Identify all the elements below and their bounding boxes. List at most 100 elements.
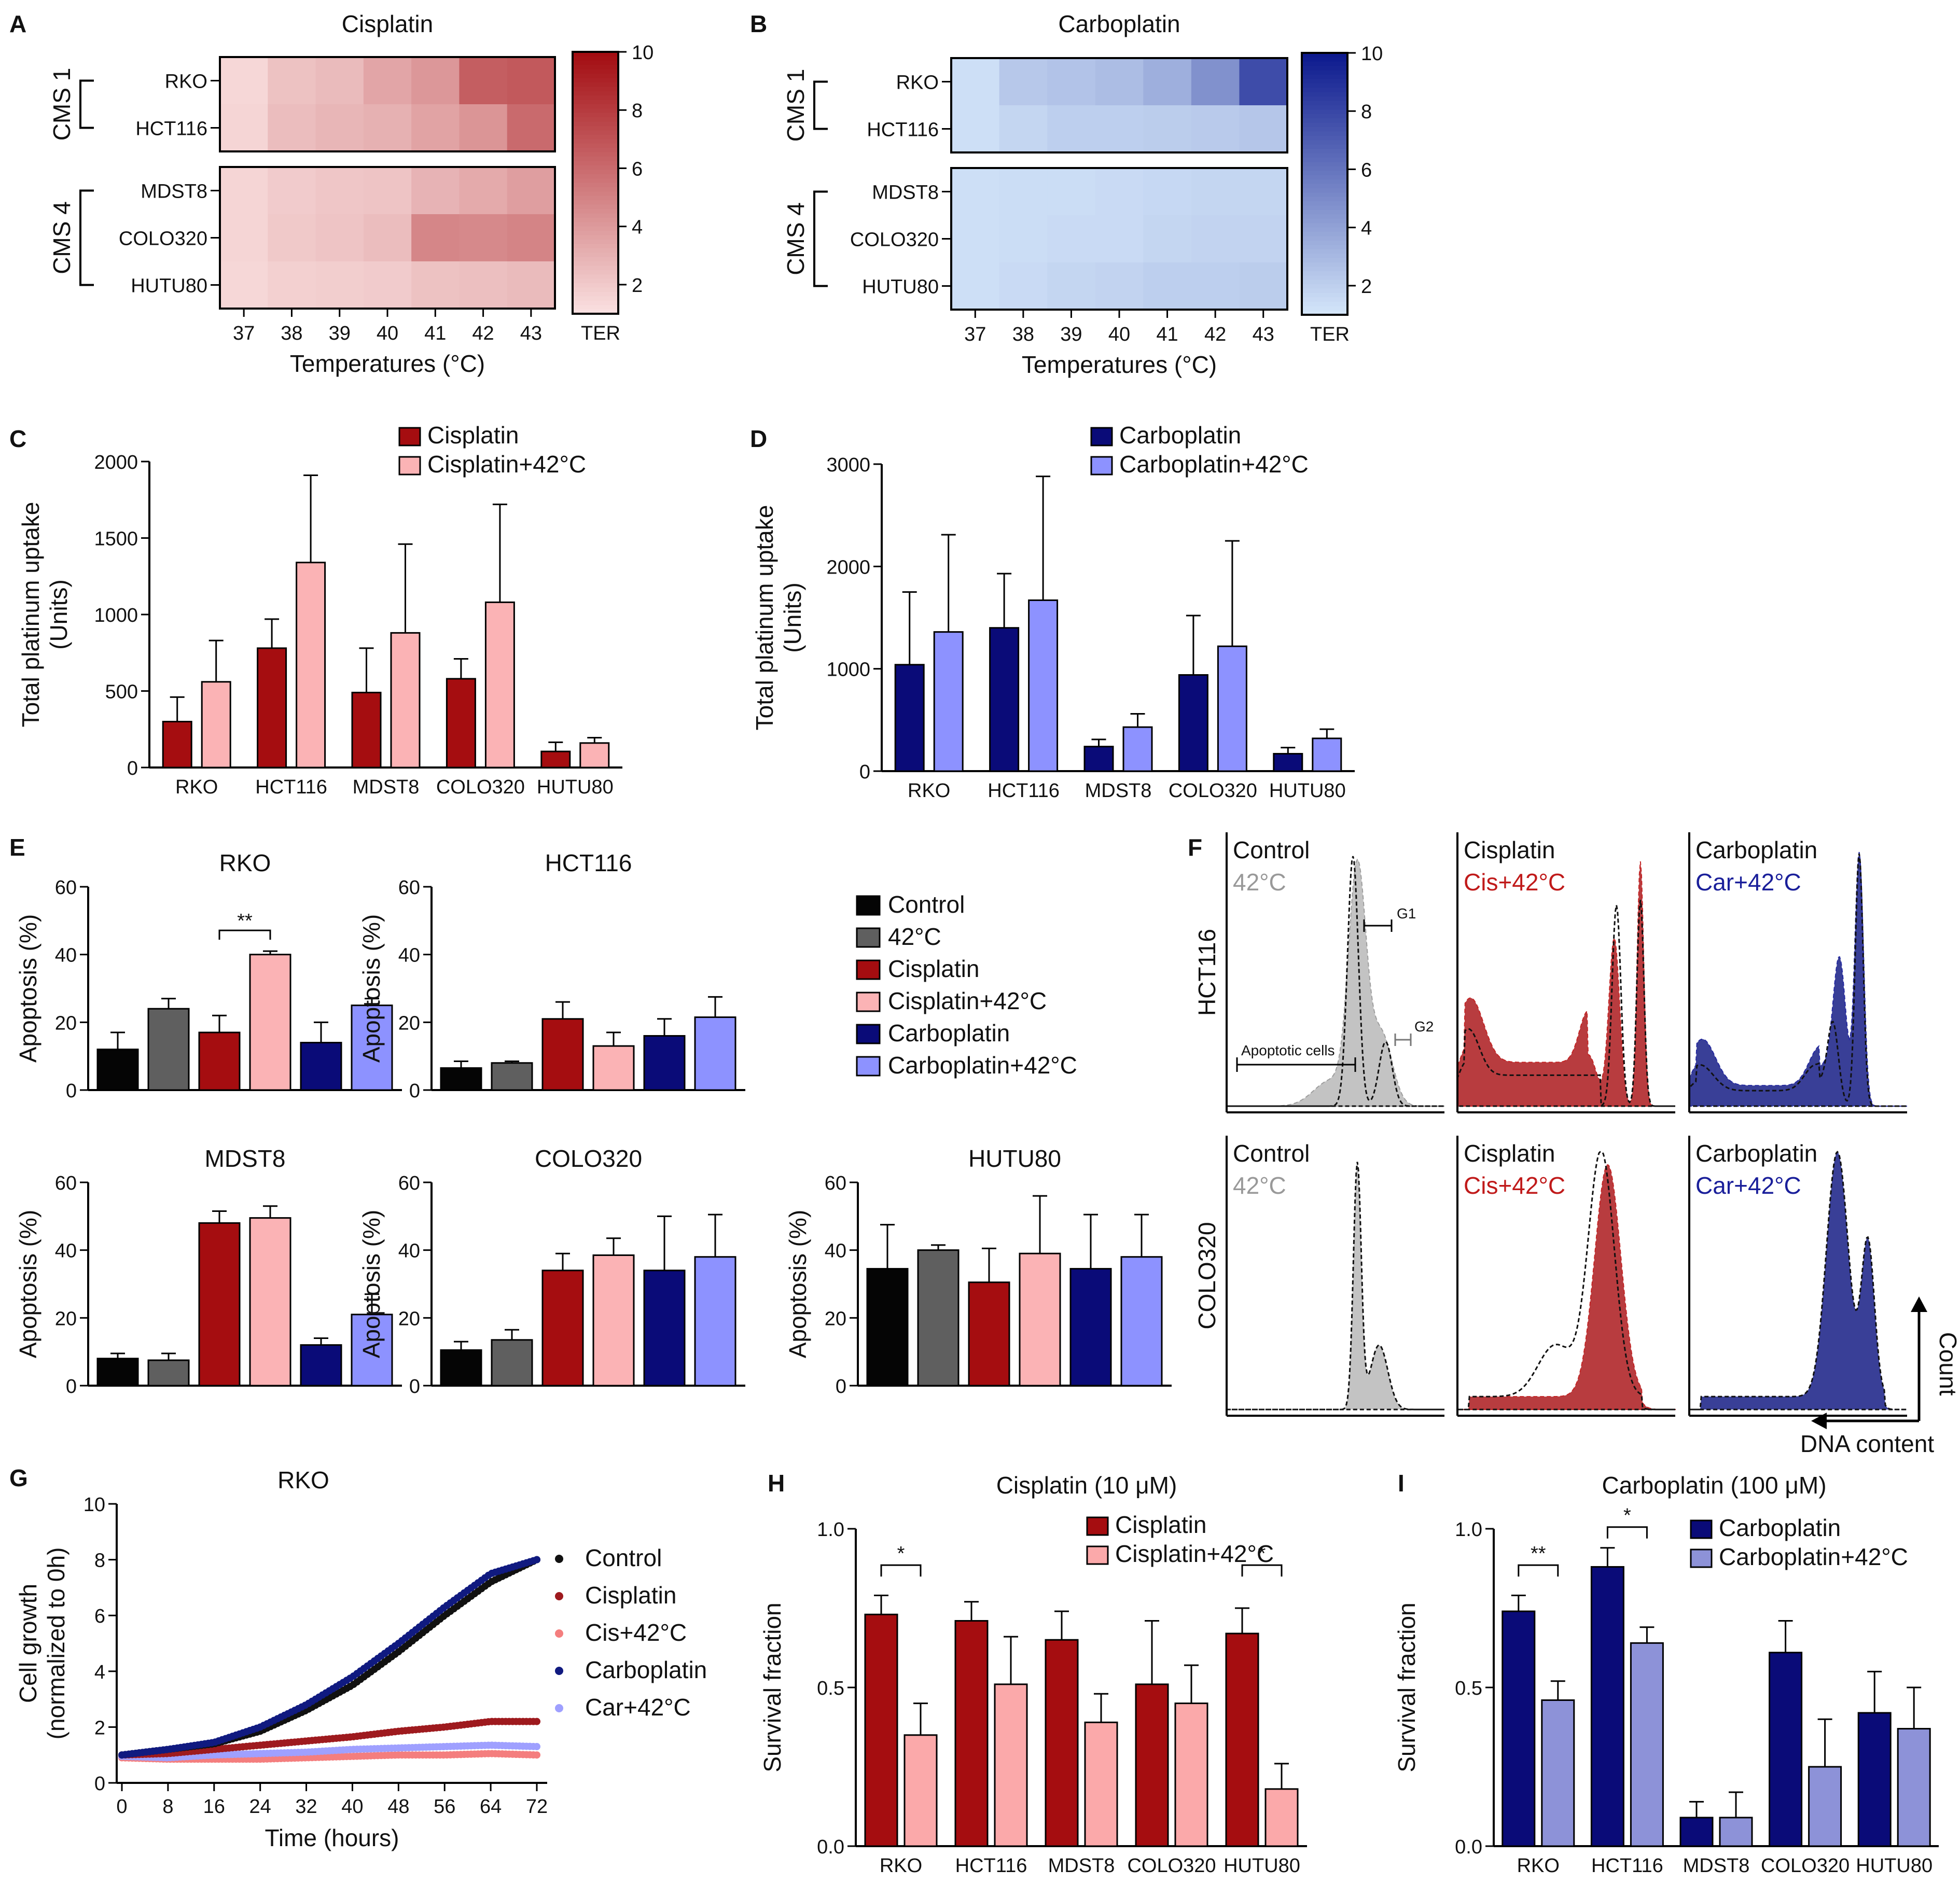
- y-tick-label: 0: [409, 1080, 420, 1102]
- legend-label: Cisplatin+42°C: [427, 451, 586, 478]
- scale-swatch: [1302, 57, 1347, 62]
- heatmap-cell: [363, 167, 412, 215]
- significance-mark: *: [1258, 1543, 1266, 1565]
- legend-label: 42°C: [888, 923, 941, 950]
- scale-swatch: [1302, 175, 1347, 180]
- legend-label: Carboplatin: [888, 1020, 1010, 1046]
- scale-swatch: [1302, 158, 1347, 163]
- bar: [1590, 1566, 1624, 1847]
- histogram-outline: [1689, 1150, 1907, 1411]
- scale-swatch: [573, 204, 618, 210]
- subpanel-title: HCT116: [545, 849, 632, 876]
- bar: [147, 1008, 190, 1091]
- scale-swatch: [1302, 262, 1347, 268]
- scale-swatch: [573, 196, 618, 201]
- group-label: CMS 1: [48, 68, 75, 141]
- count-label: Count: [1935, 1332, 1960, 1396]
- bar: [300, 1042, 342, 1091]
- legend-marker: [555, 1667, 563, 1675]
- scale-swatch: [573, 296, 618, 301]
- bar: [1178, 674, 1208, 772]
- y-axis-label: Apoptosis (%): [15, 1210, 41, 1358]
- scale-swatch: [1302, 75, 1347, 80]
- heatmap-title: Cisplatin: [342, 10, 433, 37]
- g1-gate: [1363, 919, 1393, 932]
- panel-label: E: [9, 834, 25, 861]
- y-axis-label: Apoptosis (%): [784, 1210, 811, 1358]
- scale-swatch: [1302, 197, 1347, 202]
- bar: [201, 681, 231, 769]
- scale-swatch: [573, 139, 618, 144]
- bar: [643, 1269, 686, 1387]
- scale-swatch: [573, 95, 618, 101]
- bar: [994, 1683, 1028, 1847]
- y-tick-label: 60: [55, 877, 77, 899]
- chart-title: Cisplatin (10 μM): [996, 1472, 1177, 1499]
- y-tick-label: 1000: [94, 605, 138, 626]
- apoptosis-subpanel: HUTU80 0 20 40 60 Apoptosis (%): [784, 1145, 1172, 1398]
- heatmap-cell: [1047, 105, 1096, 153]
- legend-swatch: [1690, 1548, 1713, 1568]
- scale-swatch: [573, 235, 618, 240]
- bar: [1019, 1252, 1061, 1387]
- scale-swatch: [1302, 223, 1347, 228]
- bar: [1857, 1712, 1892, 1847]
- heatmap-cell: [1239, 215, 1288, 263]
- scale-swatch: [1302, 254, 1347, 259]
- y-tick-label: 2000: [826, 556, 870, 578]
- scale-swatch: [1302, 232, 1347, 237]
- scale-swatch: [573, 200, 618, 205]
- heatmap-title: Carboplatin: [1058, 10, 1180, 37]
- legend-label: Cisplatin+42°C: [1115, 1540, 1274, 1567]
- heatmap-cell: [220, 57, 268, 105]
- y-tick-label: 40: [398, 945, 420, 967]
- col-label: 37: [964, 324, 986, 345]
- bar: [1312, 737, 1342, 772]
- bar: [147, 1359, 190, 1387]
- scale-swatch: [573, 244, 618, 249]
- y-tick-label: 20: [55, 1012, 77, 1034]
- growth-point: [533, 1751, 540, 1759]
- bar: [954, 1620, 989, 1847]
- heatmap-cell: [363, 57, 412, 105]
- apoptosis-subpanel: COLO320 0 20 40 60 Apoptosis (%): [358, 1145, 745, 1398]
- scale-frame: [1301, 52, 1349, 316]
- category-label: COLO320: [436, 776, 525, 798]
- scale-swatch: [1302, 53, 1347, 58]
- scale-swatch: [1302, 83, 1347, 89]
- histogram-subpanel: Control 42°C: [1226, 1136, 1444, 1417]
- scale-swatch: [1302, 162, 1347, 167]
- significance-mark: *: [897, 1543, 905, 1565]
- heatmap-cell: [507, 57, 555, 105]
- bar: [1069, 1268, 1112, 1387]
- scale-swatch: [573, 278, 618, 284]
- heatmap-cell: [315, 104, 364, 152]
- scale-swatch: [573, 261, 618, 267]
- significance-bracket: [1518, 1564, 1559, 1577]
- bar: [894, 664, 925, 772]
- scale-swatch: [1302, 188, 1347, 193]
- histogram-row-label: COLO320: [1193, 1222, 1220, 1329]
- histogram-fill: [1227, 1162, 1444, 1410]
- scale-swatch: [573, 253, 618, 258]
- y-tick-label: 60: [398, 877, 420, 899]
- category-label: RKO: [908, 780, 950, 802]
- y-tick-label: 1000: [826, 659, 870, 681]
- scale-swatch: [1302, 184, 1347, 189]
- histogram-fill: [1457, 1164, 1675, 1410]
- legend-swatch: [398, 456, 421, 476]
- scale-swatch: [573, 266, 618, 271]
- histogram-title: Control: [1233, 1140, 1310, 1167]
- legend-label: Carboplatin+42°C: [1719, 1543, 1908, 1570]
- scale-swatch: [573, 274, 618, 280]
- scale-swatch: [1302, 310, 1347, 315]
- y-tick-label: 60: [55, 1173, 77, 1194]
- scale-swatch: [573, 174, 618, 179]
- scale-swatch: [573, 126, 618, 131]
- y-tick-label: 60: [398, 1173, 420, 1194]
- row-label: MDST8: [141, 181, 207, 203]
- y-tick-label: 0.0: [817, 1836, 844, 1858]
- bar-panel-I: I Carboplatin (100 μM) 0.0 0.5 1.0 RKO HCT116 M…: [1393, 1470, 1939, 1877]
- col-label: 39: [1060, 324, 1082, 345]
- scale-tick-label: 8: [1361, 101, 1372, 123]
